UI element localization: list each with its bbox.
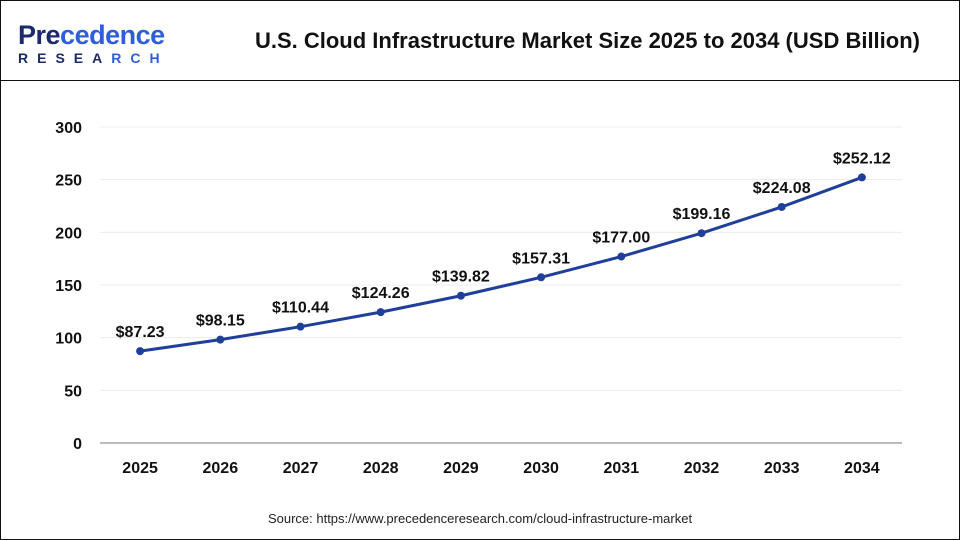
data-label: $87.23 [116, 324, 165, 341]
source-note: Source: https://www.precedenceresearch.c… [267, 511, 693, 526]
x-tick-label: 2032 [684, 460, 720, 477]
series-line [139, 176, 863, 353]
x-tick-label: 2033 [764, 460, 800, 477]
data-label: $199.16 [673, 206, 731, 223]
header: Precedence RESEARCH U.S. Cloud Infrastru… [0, 0, 960, 81]
data-label: $252.12 [833, 150, 891, 167]
y-tick-label: 150 [55, 278, 82, 295]
data-label: $110.44 [272, 300, 329, 317]
y-tick-label: 0 [73, 436, 82, 453]
data-point [216, 335, 225, 344]
x-tick-label: 2031 [604, 460, 640, 477]
data-point [456, 291, 465, 300]
y-tick-label: 300 [55, 120, 82, 137]
data-label: $139.82 [432, 269, 490, 286]
data-label: $124.26 [352, 285, 410, 302]
x-tick-label: 2029 [443, 460, 479, 477]
data-point [296, 322, 305, 331]
data-label: $224.08 [753, 180, 811, 197]
y-tick-label: 100 [55, 331, 82, 348]
x-tick-label: 2030 [523, 460, 559, 477]
data-label: $157.31 [512, 250, 570, 267]
chart-title: U.S. Cloud Infrastructure Market Size 20… [254, 28, 920, 53]
precedence-research-logo: Precedence RESEARCH [18, 20, 169, 67]
x-tick-label: 2026 [203, 460, 239, 477]
y-tick-label: 250 [55, 173, 82, 190]
data-point [537, 273, 546, 282]
x-tick-label: 2027 [283, 460, 319, 477]
data-point [857, 173, 866, 182]
data-point [617, 252, 626, 261]
data-point [376, 308, 385, 317]
data-label: $98.15 [196, 313, 245, 330]
data-point [136, 347, 145, 356]
y-tick-label: 50 [64, 383, 82, 400]
data-point [697, 229, 706, 238]
y-tick-label: 200 [55, 225, 82, 242]
x-tick-label: 2025 [122, 460, 158, 477]
x-tick-label: 2034 [844, 460, 880, 477]
data-label: $177.00 [592, 230, 650, 247]
x-tick-label: 2028 [363, 460, 399, 477]
data-point [777, 202, 786, 211]
